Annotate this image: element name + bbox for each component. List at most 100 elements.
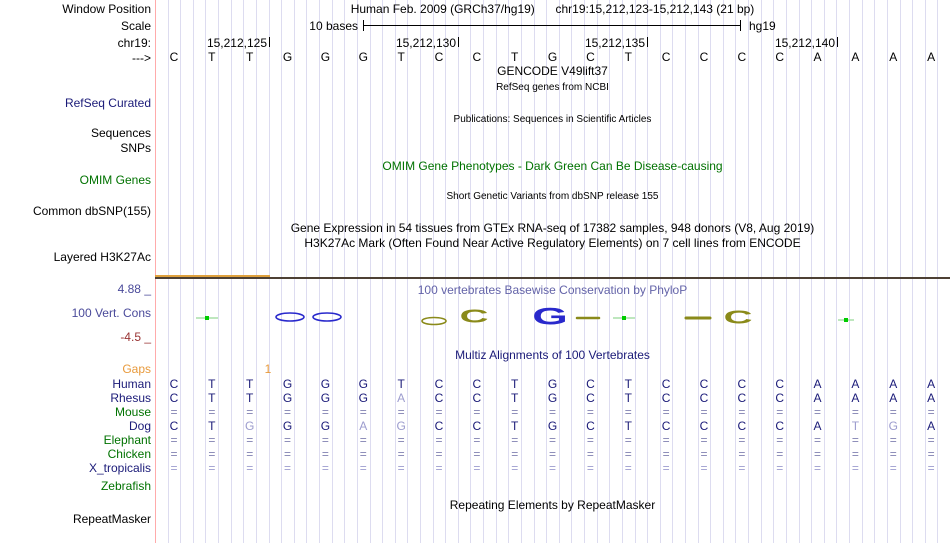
gridline [697, 0, 699, 543]
sequence-base: C [661, 50, 671, 64]
gridline [773, 0, 775, 543]
gridline [483, 0, 485, 543]
alignment-identity-cell: = [170, 405, 178, 419]
alignment-identity-cell: = [851, 447, 859, 461]
gridline [849, 0, 851, 543]
alignment-identity-cell: = [624, 405, 632, 419]
window-position-value: Human Feb. 2009 (GRCh37/hg19) chr19:15,2… [155, 2, 950, 16]
alignment-base-cell: A [397, 391, 406, 405]
gridline [685, 0, 686, 543]
species-label-chicken: Chicken [107, 447, 151, 461]
alignment-identity-cell: = [321, 461, 329, 475]
sequence-base: T [397, 50, 405, 64]
refseq-curated-label: RefSeq Curated [64, 96, 151, 110]
gridline [255, 0, 257, 543]
alignment-identity-cell: = [170, 461, 178, 475]
omim-genes-label: OMIM Genes [79, 173, 151, 187]
gridline [369, 0, 371, 543]
species-label-dog: Dog [128, 419, 151, 433]
gridline [836, 0, 838, 543]
gridline [293, 0, 295, 543]
gridline [344, 0, 346, 543]
scale-ruler-line [363, 25, 741, 26]
h3k27ac-track-title[interactable]: H3K27Ac Mark (Often Found Near Active Re… [304, 236, 801, 250]
gridline [470, 0, 472, 543]
alignment-identity-cell: = [473, 461, 481, 475]
alignment-identity-cell: = [397, 433, 405, 447]
alignment-base-cell: G [547, 377, 558, 391]
alignment-identity-cell: = [814, 461, 822, 475]
scale-ruler-tick-right [740, 20, 741, 31]
cons-glyph-ellipse [275, 312, 305, 322]
sequence-base: T [246, 50, 254, 64]
gridline [659, 0, 661, 543]
gencode-track-title[interactable]: GENCODE V49lift37 [497, 64, 608, 78]
assembly-title: Human Feb. 2009 (GRCh37/hg19) [350, 2, 535, 16]
species-label-mouse: Mouse [114, 405, 151, 419]
species-label-human: Human [112, 377, 151, 391]
alignment-base-cell: A [889, 391, 898, 405]
alignment-base-cell: G [282, 391, 293, 405]
alignment-base-cell: T [208, 419, 216, 433]
alignment-base-cell: G [547, 391, 558, 405]
alignment-identity-cell: = [208, 405, 216, 419]
species-label-x_tropicalis: X_tropicalis [88, 461, 151, 475]
alignment-identity-cell: = [511, 433, 519, 447]
gridline [533, 0, 535, 543]
repeatmasker-label: RepeatMasker [72, 512, 151, 526]
sequence-base: G [358, 50, 368, 64]
alignment-base-cell: C [169, 377, 179, 391]
gridline [546, 0, 548, 543]
alignment-identity-cell: = [549, 433, 557, 447]
species-label-zebrafish: Zebrafish [100, 479, 151, 493]
strand-arrow: ---> [132, 51, 151, 65]
cons-glyph-letter-G: G [532, 303, 568, 330]
species-label-elephant: Elephant [103, 433, 151, 447]
alignment-base-cell: C [434, 391, 444, 405]
cons-glyph-ellipse [312, 312, 342, 322]
sequence-base: G [282, 50, 293, 64]
window-position-label: Window Position [62, 2, 151, 16]
alignment-base-cell: T [511, 419, 519, 433]
publications-track-title[interactable]: Publications: Sequences in Scientific Ar… [453, 114, 652, 125]
omim-track-title[interactable]: OMIM Gene Phenotypes - Dark Green Can Be… [382, 159, 723, 173]
alignment-identity-cell: = [889, 405, 897, 419]
gtex-track-title[interactable]: Gene Expression in 54 tissues from GTEx … [290, 221, 815, 235]
alignment-identity-cell: = [662, 461, 670, 475]
alignment-base-cell: C [699, 419, 709, 433]
alignment-identity-cell: = [435, 447, 443, 461]
h3k27ac-signal-bar [155, 275, 270, 277]
sequence-base: G [320, 50, 331, 64]
sequence-base: C [775, 50, 785, 64]
h3k27ac-baseline [155, 277, 950, 279]
alignment-identity-cell: = [776, 461, 784, 475]
alignment-identity-cell: = [889, 447, 897, 461]
alignment-base-cell: T [851, 419, 860, 433]
alignment-base-cell: C [737, 419, 747, 433]
chrom-label: chr19: [117, 36, 151, 50]
alignment-identity-cell: = [776, 433, 784, 447]
conservation-track-title[interactable]: 100 vertebrates Basewise Conservation by… [417, 283, 688, 297]
alignment-identity-cell: = [814, 447, 822, 461]
multiz-track-title[interactable]: Multiz Alignments of 100 Vertebrates [455, 348, 650, 362]
alignment-base-cell: T [624, 419, 632, 433]
alignment-identity-cell: = [473, 433, 481, 447]
alignment-identity-cell: = [246, 433, 254, 447]
alignment-base-cell: C [586, 419, 595, 433]
gridline [205, 0, 207, 543]
alignment-identity-cell: = [321, 405, 329, 419]
gridline [811, 0, 813, 543]
alignment-identity-cell: = [246, 447, 254, 461]
alignment-base-cell: A [889, 377, 898, 391]
dbsnp-track-title[interactable]: Short Genetic Variants from dbSNP releas… [446, 191, 659, 202]
gridline [495, 0, 497, 543]
alignment-base-cell: A [851, 391, 860, 405]
gridline [420, 0, 421, 543]
gencode-track-subtitle[interactable]: RefSeq genes from NCBI [496, 82, 609, 93]
repeatmasker-track-title[interactable]: Repeating Elements by RepeatMasker [449, 498, 656, 512]
alignment-base-cell: C [661, 419, 671, 433]
alignment-identity-cell: = [624, 447, 632, 461]
gridline [647, 0, 649, 543]
alignment-base-cell: T [624, 391, 632, 405]
scale-row-label: Scale [120, 19, 151, 33]
